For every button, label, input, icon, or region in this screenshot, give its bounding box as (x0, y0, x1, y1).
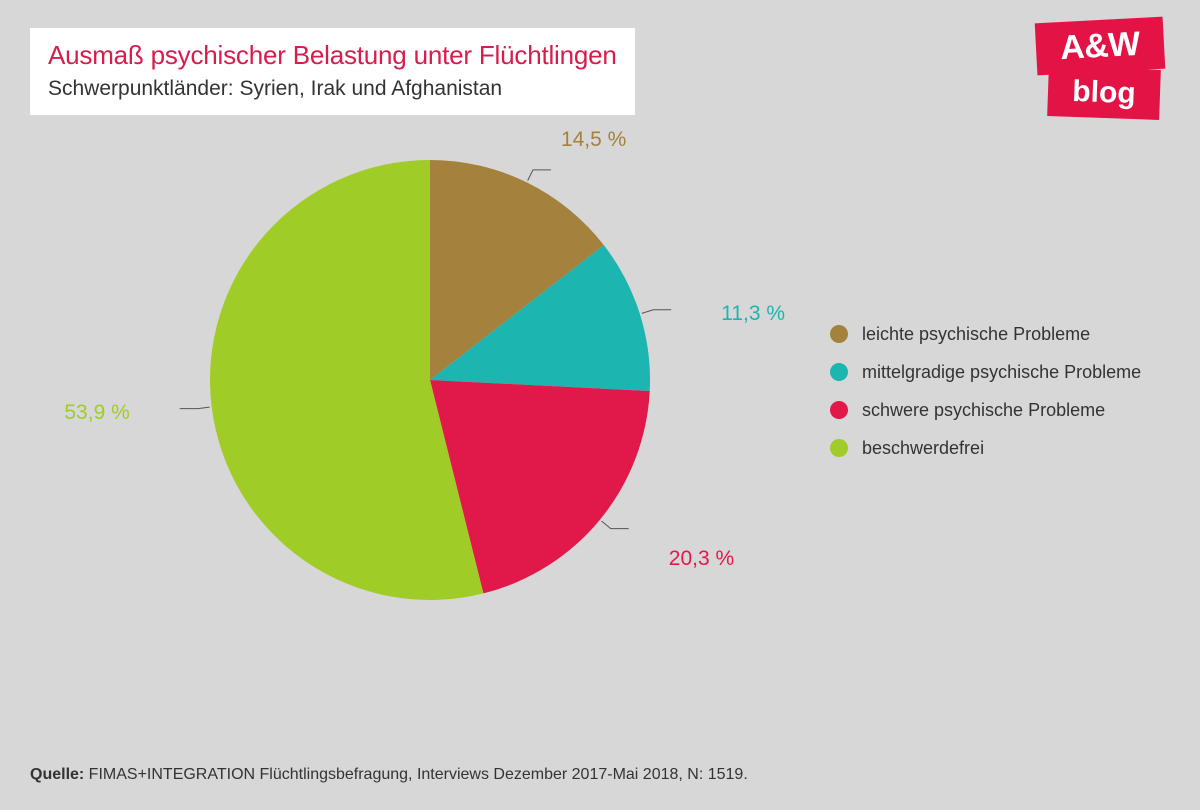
legend-label-mittel: mittelgradige psychische Probleme (862, 363, 1141, 381)
legend-item-mittel: mittelgradige psychische Probleme (830, 363, 1141, 381)
legend-swatch-schwer (830, 401, 848, 419)
source-label: Quelle: (30, 766, 84, 783)
legend-item-schwer: schwere psychische Probleme (830, 401, 1141, 419)
title-block: Ausmaß psychischer Belastung unter Flüch… (30, 28, 635, 115)
leader-frei (180, 407, 210, 408)
legend-label-frei: beschwerdefrei (862, 439, 984, 457)
legend-item-leicht: leichte psychische Probleme (830, 325, 1141, 343)
pie-svg (210, 160, 650, 600)
chart-area: 14,5 %11,3 %20,3 %53,9 % leichte psychis… (0, 130, 1200, 710)
legend-label-leicht: leichte psychische Probleme (862, 325, 1090, 343)
logo-line2: blog (1047, 66, 1161, 120)
chart-subtitle: Schwerpunktländer: Syrien, Irak und Afgh… (48, 77, 617, 101)
leader-schwer (601, 521, 628, 529)
legend-swatch-leicht (830, 325, 848, 343)
legend-item-frei: beschwerdefrei (830, 439, 1141, 457)
slice-label-mittel: 11,3 % (721, 302, 785, 326)
pie-chart: 14,5 %11,3 %20,3 %53,9 % (210, 160, 650, 600)
slice-label-schwer: 20,3 % (669, 547, 734, 571)
legend: leichte psychische Probleme mittelgradige… (830, 325, 1141, 477)
legend-label-schwer: schwere psychische Probleme (862, 401, 1105, 419)
slice-label-leicht: 14,5 % (561, 128, 626, 152)
aw-blog-logo: A&W blog (1030, 20, 1170, 125)
legend-swatch-frei (830, 439, 848, 457)
legend-swatch-mittel (830, 363, 848, 381)
source-text: FIMAS+INTEGRATION Flüchtlingsbefragung, … (84, 766, 748, 783)
leader-mittel (642, 310, 671, 314)
leader-leicht (528, 170, 551, 181)
slice-label-frei: 53,9 % (40, 401, 130, 425)
source-line: Quelle: FIMAS+INTEGRATION Flüchtlingsbef… (30, 766, 748, 784)
page-canvas: Ausmaß psychischer Belastung unter Flüch… (0, 0, 1200, 810)
chart-title: Ausmaß psychischer Belastung unter Flüch… (48, 40, 617, 71)
